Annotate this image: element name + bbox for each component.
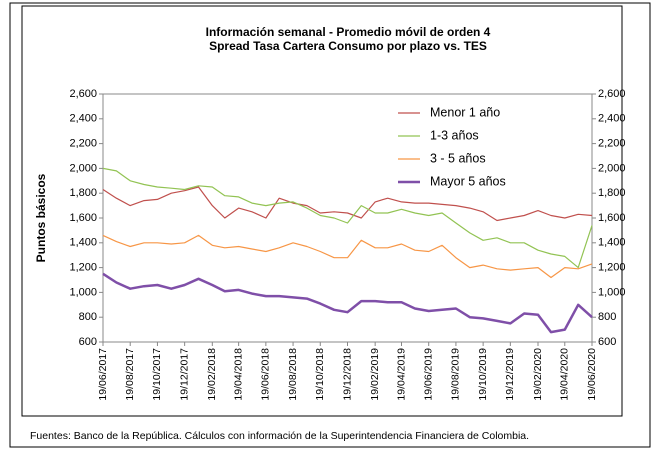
y-tick-label: 2,600 [69,88,97,100]
series-line [102,186,593,222]
y-axis-label: Puntos básicos [34,173,48,262]
y-tick-label: 1,000 [69,286,97,298]
y2-tick-label: 1,000 [598,286,626,298]
x-tick-label: 19/08/2019 [450,348,462,401]
x-tick-label: 19/02/2018 [206,348,218,401]
y2-tick-label: 1,200 [598,262,626,274]
x-tick-label: 19/08/2018 [287,348,299,401]
x-tick-label: 19/10/2019 [477,348,489,401]
x-tick-label: 19/12/2018 [341,348,353,401]
y2-tick-label: 2,200 [598,138,626,150]
plot-area [102,93,593,343]
y-tick-label: 1,800 [69,187,97,199]
legend-label: 3 - 5 años [430,151,486,165]
x-tick-label: 19/06/2020 [586,348,598,401]
y-tick-label: 1,600 [69,212,97,224]
x-tick-label: 19/04/2018 [232,348,244,401]
y-tick-label: 1,400 [69,237,97,249]
x-tick-label: 19/06/2018 [260,348,272,401]
y2-tick-label: 1,600 [598,212,626,224]
series-line [102,167,593,269]
outer-frame [9,2,651,448]
y-tick-label: 2,200 [69,138,97,150]
x-tick-label: 19/02/2019 [369,348,381,401]
legend-label: Mayor 5 años [430,174,506,188]
legend-label: Menor 1 año [430,105,500,119]
y2-tick-label: 2,000 [598,162,626,174]
chart-subtitle: Spread Tasa Cartera Consumo por plazo vs… [209,39,487,53]
x-tick-label: 19/12/2019 [504,348,516,401]
y-tick-label: 2,400 [69,113,97,125]
y-tick-label: 800 [79,311,97,323]
chart-title: Información semanal - Promedio móvil de … [206,25,491,39]
y2-tick-label: 1,400 [598,237,626,249]
x-tick-label: 19/02/2020 [532,348,544,401]
y2-tick-label: 600 [598,336,616,348]
source-note: Fuentes: Banco de la República. Cálculos… [30,430,529,442]
y-tick-label: 600 [79,336,97,348]
y-tick-label: 2,000 [69,162,97,174]
x-tick-label: 19/04/2019 [395,348,407,401]
x-tick-label: 19/06/2017 [97,348,109,401]
x-tick-label: 19/12/2017 [178,348,190,401]
series-line [102,272,593,334]
y2-tick-label: 800 [598,311,616,323]
x-tick-label: 19/04/2020 [559,348,571,401]
series-line [102,234,593,279]
x-tick-label: 19/08/2017 [124,348,136,401]
x-tick-label: 19/06/2019 [422,348,434,401]
y2-tick-label: 1,800 [598,187,626,199]
y2-tick-label: 2,600 [598,88,626,100]
y2-tick-label: 2,400 [598,113,626,125]
x-tick-label: 19/10/2018 [314,348,326,401]
y-tick-label: 1,200 [69,262,97,274]
x-tick-label: 19/10/2017 [151,348,163,401]
chart-frame [21,5,623,417]
legend-label: 1-3 años [430,128,479,142]
